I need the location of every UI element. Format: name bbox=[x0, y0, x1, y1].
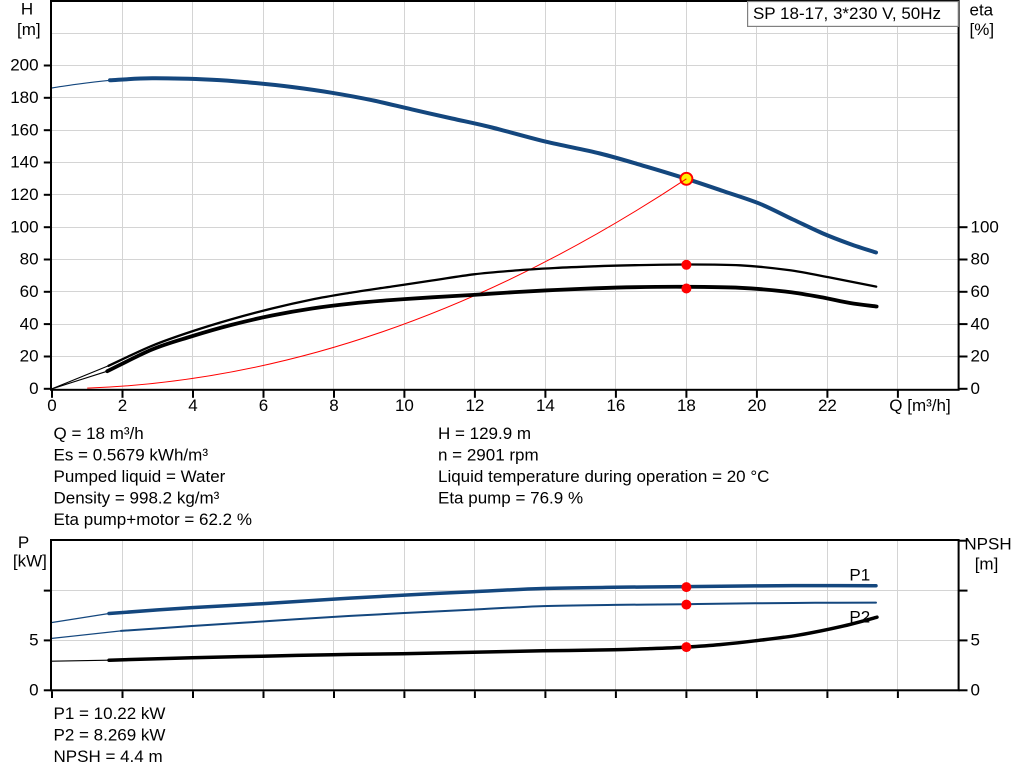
svg-text:0: 0 bbox=[29, 379, 38, 398]
svg-text:18: 18 bbox=[677, 396, 696, 415]
svg-text:Liquid temperature during oper: Liquid temperature during operation = 20… bbox=[438, 467, 769, 486]
svg-text:NPSH = 4.4 m: NPSH = 4.4 m bbox=[54, 747, 163, 766]
svg-text:Density = 998.2 kg/m³: Density = 998.2 kg/m³ bbox=[54, 489, 220, 508]
svg-text:14: 14 bbox=[536, 396, 555, 415]
svg-text:180: 180 bbox=[10, 88, 38, 107]
svg-text:16: 16 bbox=[606, 396, 625, 415]
svg-text:H: H bbox=[21, 0, 33, 19]
svg-text:0: 0 bbox=[47, 396, 56, 415]
svg-text:20: 20 bbox=[971, 347, 990, 366]
svg-text:P1 = 10.22 kW: P1 = 10.22 kW bbox=[54, 704, 166, 723]
svg-text:6: 6 bbox=[259, 396, 268, 415]
svg-text:60: 60 bbox=[971, 282, 990, 301]
svg-text:8: 8 bbox=[329, 396, 338, 415]
svg-text:0: 0 bbox=[29, 681, 38, 700]
svg-text:10: 10 bbox=[395, 396, 414, 415]
svg-text:60: 60 bbox=[20, 282, 39, 301]
svg-text:40: 40 bbox=[20, 314, 39, 333]
svg-text:80: 80 bbox=[20, 250, 39, 269]
svg-text:100: 100 bbox=[971, 217, 999, 236]
svg-text:[m]: [m] bbox=[17, 20, 41, 39]
svg-text:P2: P2 bbox=[849, 607, 870, 626]
svg-text:Q [m³/h]: Q [m³/h] bbox=[889, 396, 950, 415]
svg-text:100: 100 bbox=[10, 217, 38, 236]
svg-text:2: 2 bbox=[118, 396, 127, 415]
svg-text:P: P bbox=[18, 533, 29, 552]
svg-text:Q = 18 m³/h: Q = 18 m³/h bbox=[54, 424, 144, 443]
svg-text:H = 129.9 m: H = 129.9 m bbox=[438, 424, 531, 443]
svg-text:20: 20 bbox=[747, 396, 766, 415]
svg-text:0: 0 bbox=[971, 681, 980, 700]
svg-text:Eta pump+motor = 62.2 %: Eta pump+motor = 62.2 % bbox=[54, 510, 252, 529]
svg-text:160: 160 bbox=[10, 120, 38, 139]
svg-text:SP 18-17, 3*230 V, 50Hz: SP 18-17, 3*230 V, 50Hz bbox=[753, 4, 941, 23]
svg-text:5: 5 bbox=[29, 631, 38, 650]
svg-text:Pumped liquid = Water: Pumped liquid = Water bbox=[54, 467, 226, 486]
svg-text:[kW]: [kW] bbox=[13, 552, 47, 571]
svg-text:[m]: [m] bbox=[975, 555, 999, 574]
svg-text:200: 200 bbox=[10, 56, 38, 75]
svg-text:Es = 0.5679 kWh/m³: Es = 0.5679 kWh/m³ bbox=[54, 445, 209, 464]
svg-text:80: 80 bbox=[971, 250, 990, 269]
svg-text:20: 20 bbox=[20, 347, 39, 366]
svg-text:Eta pump = 76.9 %: Eta pump = 76.9 % bbox=[438, 489, 583, 508]
svg-text:5: 5 bbox=[971, 631, 980, 650]
svg-text:22: 22 bbox=[818, 396, 837, 415]
svg-text:NPSH: NPSH bbox=[964, 535, 1011, 554]
svg-text:12: 12 bbox=[465, 396, 484, 415]
svg-text:40: 40 bbox=[971, 314, 990, 333]
svg-text:0: 0 bbox=[971, 379, 980, 398]
svg-text:P1: P1 bbox=[849, 566, 870, 585]
svg-text:P2 = 8.269 kW: P2 = 8.269 kW bbox=[54, 725, 166, 744]
svg-text:140: 140 bbox=[10, 153, 38, 172]
svg-text:[%]: [%] bbox=[970, 20, 995, 39]
svg-text:4: 4 bbox=[188, 396, 197, 415]
svg-text:n = 2901 rpm: n = 2901 rpm bbox=[438, 445, 539, 464]
svg-text:eta: eta bbox=[970, 0, 994, 19]
svg-text:120: 120 bbox=[10, 185, 38, 204]
